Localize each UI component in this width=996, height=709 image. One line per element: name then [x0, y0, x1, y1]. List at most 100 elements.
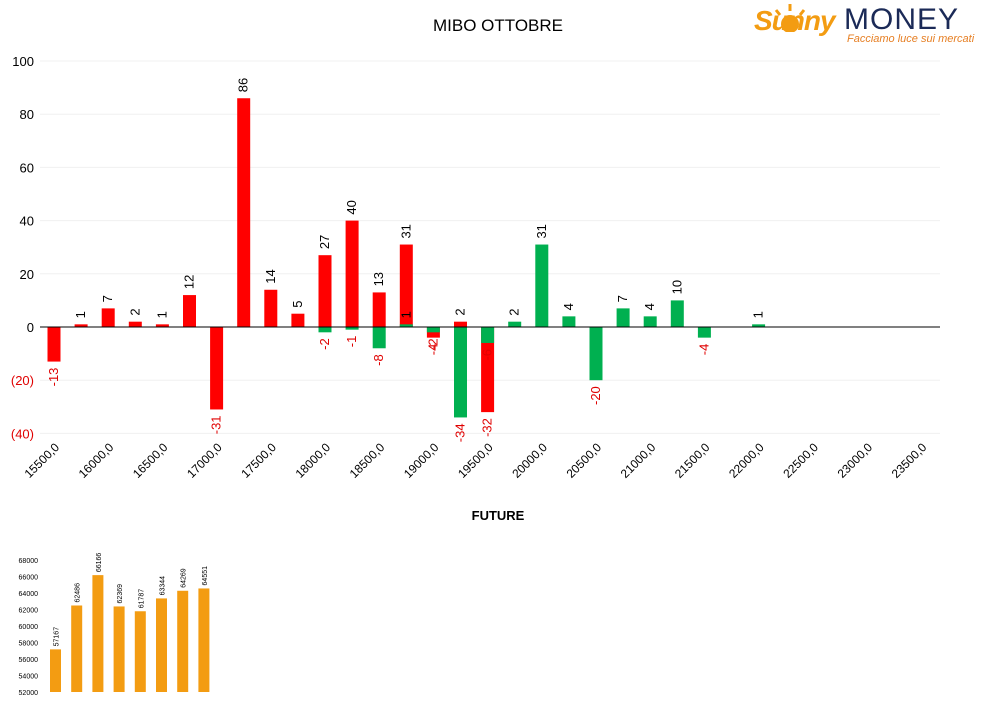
bar — [47, 327, 61, 362]
data-label: 31 — [534, 224, 549, 238]
data-label: 10 — [669, 280, 684, 294]
bar — [481, 327, 495, 413]
data-label: -6 — [480, 349, 495, 361]
bar — [264, 289, 278, 327]
data-label: 7 — [100, 295, 115, 302]
sunny-money-logo: Sunny MONEY Facciamo luce sui mercati — [752, 2, 982, 48]
bar — [318, 327, 332, 333]
x-tick-label: 18000,0 — [293, 440, 334, 481]
bar — [345, 220, 359, 327]
data-label: 4 — [642, 303, 657, 310]
y-tick-label: 20 — [20, 267, 34, 282]
data-label: -4 — [696, 344, 711, 356]
logo-tagline: Facciamo luce sui mercati — [847, 33, 975, 45]
future-bar-chart: 52000 54000 56000 58000 60000 62000 64000 66000… — [19, 553, 210, 697]
data-label: 12 — [182, 275, 197, 289]
bar — [616, 308, 630, 327]
data-label: 40 — [344, 200, 359, 214]
y-tick-label: 52000 — [19, 690, 39, 697]
logo-brand-right: MONEY — [844, 3, 960, 36]
bar — [426, 327, 440, 333]
bar — [128, 321, 142, 327]
x-tick-label: 16500,0 — [130, 440, 171, 481]
x-tick-label: 21000,0 — [618, 440, 659, 481]
x-tick-label: 17500,0 — [238, 440, 279, 481]
y-tick-label: 0 — [27, 320, 34, 335]
data-label: 66166 — [96, 553, 103, 573]
bar — [155, 324, 169, 327]
y-tick-label: 100 — [12, 54, 34, 69]
data-label: -4 — [425, 344, 440, 356]
bar — [156, 598, 167, 692]
bar — [372, 292, 386, 327]
bar — [670, 300, 684, 327]
bar — [177, 590, 189, 692]
y-tick-label: 58000 — [19, 641, 39, 648]
x-tick-label: 15500,0 — [22, 440, 63, 481]
bar — [92, 575, 104, 692]
y-tick-label: (20) — [11, 373, 34, 388]
data-label: -32 — [480, 418, 495, 437]
data-label: 64551 — [202, 566, 209, 586]
data-label: -34 — [453, 423, 468, 442]
data-label: 1 — [751, 311, 766, 318]
data-label: 2 — [453, 308, 468, 315]
x-tick-label: 16000,0 — [76, 440, 117, 481]
x-tick-label: 17000,0 — [184, 440, 225, 481]
bar — [210, 327, 224, 410]
bar — [291, 313, 305, 327]
x-tick-label: 20000,0 — [509, 440, 550, 481]
x-tick-label: 21500,0 — [672, 440, 713, 481]
data-label: 5 — [290, 300, 305, 307]
bar — [318, 255, 332, 327]
data-label: -2 — [425, 338, 440, 350]
data-label: 1 — [73, 311, 88, 318]
y-tick-label: 40 — [20, 214, 34, 229]
bar — [399, 324, 413, 327]
bar — [198, 588, 210, 692]
data-label: -20 — [588, 386, 603, 405]
bar — [134, 611, 146, 692]
x-tick-label: 22000,0 — [726, 440, 767, 481]
bar — [372, 327, 386, 349]
x-tick-label: 19000,0 — [401, 440, 442, 481]
bar — [399, 244, 413, 327]
x-tick-label: 18500,0 — [347, 440, 388, 481]
bar — [345, 327, 359, 330]
bar — [454, 327, 467, 418]
data-label: 63344 — [160, 576, 167, 596]
bar — [643, 316, 657, 327]
data-label: 62369 — [117, 584, 124, 604]
sun-icon — [774, 4, 806, 32]
chart-title: MIBO OTTOBRE — [432, 16, 564, 35]
data-label: -8 — [371, 354, 386, 366]
data-label: 86 — [236, 78, 251, 92]
data-label: 31 — [398, 224, 413, 238]
x-axis-label: FUTURE — [471, 508, 525, 523]
bar — [183, 295, 196, 327]
data-label: 61787 — [138, 589, 145, 609]
data-label: 14 — [263, 269, 278, 283]
bar — [535, 244, 549, 327]
data-label: 13 — [371, 272, 386, 286]
x-tick-label: 23000,0 — [835, 440, 876, 481]
bar — [697, 327, 711, 338]
data-label: -31 — [209, 415, 224, 434]
x-tick-label: 22500,0 — [780, 440, 821, 481]
y-tick-label: 60000 — [19, 624, 39, 631]
data-label: 7 — [615, 295, 630, 302]
bar — [454, 321, 467, 327]
bar — [752, 324, 766, 327]
data-label: 1 — [398, 311, 413, 318]
data-label: 57167 — [54, 627, 61, 647]
bar — [562, 316, 576, 327]
bar — [589, 327, 603, 381]
y-tick-label: 62000 — [19, 608, 39, 615]
bar — [101, 308, 115, 327]
data-label: 64269 — [181, 568, 188, 588]
logo-brand-left: Sunny — [754, 5, 836, 36]
data-label: 2 — [127, 308, 142, 315]
data-label: 1 — [154, 311, 169, 318]
data-label: -1 — [344, 336, 359, 348]
